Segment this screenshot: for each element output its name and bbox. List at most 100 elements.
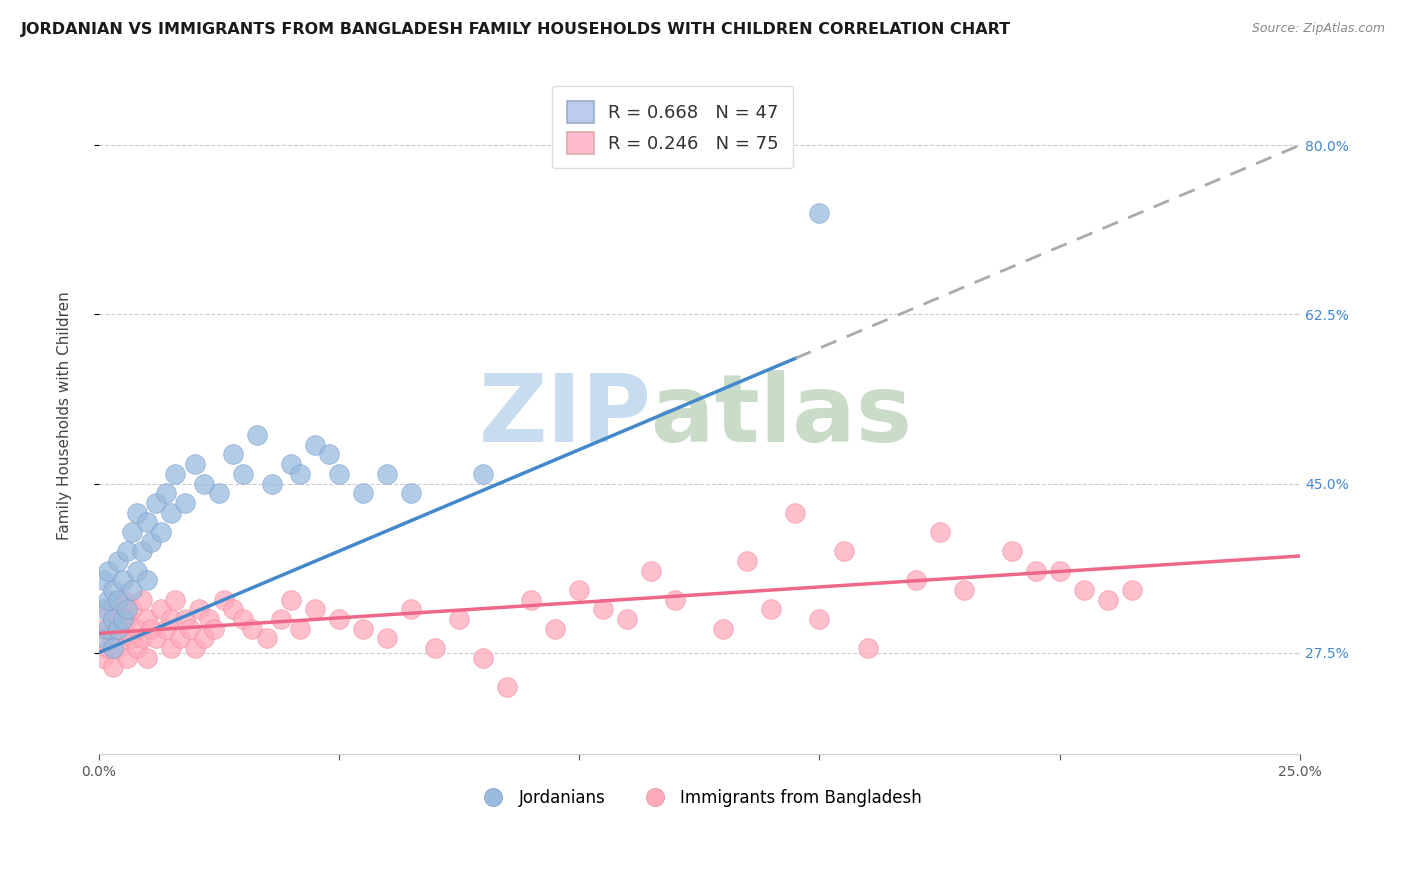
Point (761, 602, 783, 616)
Point (270, 612, 292, 626)
Point (785, 506, 807, 520)
Legend: Jordanians, Immigrants from Bangladesh: Jordanians, Immigrants from Bangladesh (470, 782, 928, 814)
Point (304, 602, 326, 616)
Point (141, 622, 163, 636)
Point (328, 467, 350, 481)
Point (318, 448, 340, 462)
Point (246, 428, 269, 442)
Point (97, 602, 120, 616)
Point (193, 631, 215, 645)
Point (159, 640, 181, 655)
Point (107, 622, 129, 636)
Point (1073, 582, 1095, 597)
Point (1121, 582, 1143, 597)
Point (121, 631, 143, 645)
Point (423, 640, 446, 655)
Point (375, 467, 398, 481)
Point (280, 592, 302, 607)
Y-axis label: Family Households with Children: Family Households with Children (58, 292, 72, 541)
Point (447, 612, 470, 626)
Point (131, 544, 153, 558)
Point (135, 650, 157, 665)
Point (93, 650, 115, 665)
Point (159, 612, 181, 626)
Point (1001, 544, 1024, 558)
Point (260, 476, 283, 491)
Point (131, 631, 153, 645)
Point (352, 622, 374, 636)
Point (135, 612, 157, 626)
Point (141, 534, 163, 549)
Point (125, 622, 148, 636)
Point (125, 564, 148, 578)
Point (179, 622, 201, 636)
Point (93, 602, 115, 616)
Point (904, 573, 927, 587)
Point (155, 486, 177, 500)
Point (165, 467, 187, 481)
Point (174, 496, 197, 510)
Point (202, 622, 225, 636)
Point (664, 592, 686, 607)
Point (131, 592, 153, 607)
Point (101, 582, 124, 597)
Point (107, 640, 129, 655)
Point (117, 612, 139, 626)
Point (592, 602, 614, 616)
Point (121, 582, 143, 597)
Point (1025, 564, 1047, 578)
Point (111, 612, 134, 626)
Point (125, 640, 148, 655)
Point (125, 506, 148, 520)
Point (1097, 592, 1119, 607)
Point (121, 602, 143, 616)
Point (952, 582, 974, 597)
Point (808, 612, 831, 626)
Point (165, 592, 187, 607)
Point (399, 486, 422, 500)
Point (135, 515, 157, 529)
Point (808, 206, 831, 220)
Point (183, 457, 205, 471)
Point (544, 622, 567, 636)
Text: atlas: atlas (651, 370, 912, 462)
Point (640, 564, 662, 578)
Point (107, 554, 129, 568)
Point (328, 612, 350, 626)
Point (520, 592, 543, 607)
Point (107, 612, 129, 626)
Point (145, 496, 167, 510)
Point (208, 486, 231, 500)
Point (856, 640, 879, 655)
Point (111, 622, 134, 636)
Point (93, 573, 115, 587)
Point (117, 650, 139, 665)
Point (174, 612, 197, 626)
Point (150, 524, 173, 539)
Text: Source: ZipAtlas.com: Source: ZipAtlas.com (1251, 22, 1385, 36)
Point (117, 602, 139, 616)
Point (101, 640, 124, 655)
Point (568, 582, 591, 597)
Point (93, 631, 115, 645)
Point (737, 554, 759, 568)
Point (352, 486, 374, 500)
Point (928, 524, 950, 539)
Point (135, 573, 157, 587)
Point (198, 612, 221, 626)
Point (107, 592, 129, 607)
Point (232, 612, 254, 626)
Point (159, 506, 181, 520)
Point (290, 467, 312, 481)
Point (222, 448, 245, 462)
Point (222, 602, 245, 616)
Point (101, 612, 124, 626)
Point (290, 622, 312, 636)
Point (832, 544, 855, 558)
Point (101, 631, 124, 645)
Point (399, 602, 422, 616)
Point (212, 592, 235, 607)
Point (97, 640, 120, 655)
Point (280, 457, 302, 471)
Point (711, 622, 734, 636)
